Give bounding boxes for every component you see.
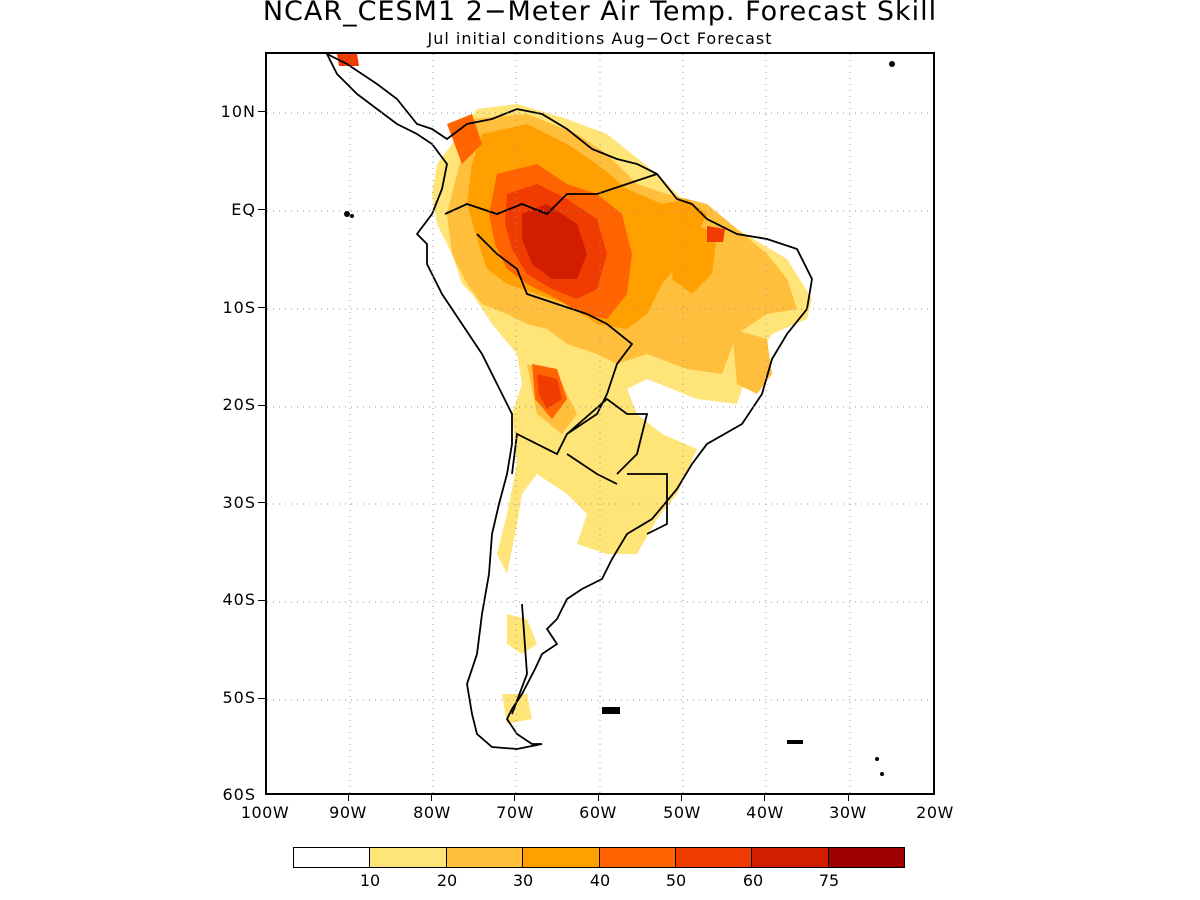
lat-label-30s: 30S [222, 493, 256, 512]
colorbar [293, 847, 905, 868]
skill-region-20-30-c [732, 329, 772, 394]
lon-label-90w: 90W [329, 803, 367, 822]
lat-tick [258, 209, 265, 210]
coastline [325, 54, 813, 750]
lon-label-30w: 30W [829, 803, 867, 822]
lat-label-40s: 40S [222, 590, 256, 609]
colorbar-label: 40 [589, 871, 611, 890]
colorbar-swatch [828, 848, 904, 867]
colorbar-swatch [523, 848, 600, 867]
lon-label-80w: 80W [413, 803, 451, 822]
lon-label-20w: 20W [916, 803, 954, 822]
map-title: NCAR_CESM1 2−Meter Air Temp. Forecast Sk… [262, 0, 938, 27]
map-subtitle: Jul initial conditions Aug−Oct Forecast [427, 29, 773, 48]
skill-shading [337, 54, 812, 724]
lat-label-50s: 50S [222, 688, 256, 707]
lat-tick [258, 698, 265, 699]
skill-region-10-20-patagonia [502, 694, 532, 724]
lat-tick [258, 502, 265, 503]
lat-tick [258, 600, 265, 601]
skill-region-50-60-b [337, 54, 359, 66]
lon-tick [348, 795, 349, 801]
skill-region-40-50-b [447, 114, 482, 164]
colorbar-swatch [599, 848, 676, 867]
lon-label-60w: 60W [579, 803, 617, 822]
colorbar-label: 50 [665, 871, 687, 890]
lat-tick [258, 111, 265, 112]
lon-label-100w: 100W [240, 803, 290, 822]
skill-region-50-60-c [707, 226, 725, 242]
lat-label-20s: 20S [222, 395, 256, 414]
lat-label-10n: 10N [220, 102, 256, 121]
skill-region-10-20-south [507, 614, 537, 654]
lat-tick [258, 307, 265, 308]
lat-label-60s: 60S [222, 785, 256, 804]
lon-tick [598, 795, 599, 801]
country-borders [444, 173, 668, 715]
lat-label-10s: 10S [222, 298, 256, 317]
lon-label-40w: 40W [746, 803, 784, 822]
skill-map [267, 54, 933, 793]
lon-label-50w: 50W [663, 803, 701, 822]
skill-region-30-40-b [672, 219, 717, 294]
lat-tick [258, 405, 265, 406]
lon-tick [764, 795, 765, 801]
colorbar-swatch [370, 848, 447, 867]
colorbar-swatch [446, 848, 524, 867]
colorbar-swatch [294, 848, 371, 867]
south-america-outline [325, 54, 813, 750]
lon-tick [514, 795, 515, 801]
colorbar-swatch [675, 848, 753, 867]
colorbar-swatch [752, 848, 829, 867]
lat-label-eq: EQ [231, 200, 256, 219]
islands [344, 61, 895, 776]
lon-tick [431, 795, 432, 801]
colorbar-label: 60 [742, 871, 764, 890]
colorbar-label: 20 [436, 871, 458, 890]
colorbar-label: 75 [818, 871, 840, 890]
graticule [267, 54, 933, 793]
skill-region-50-60-d [537, 374, 562, 409]
lon-tick [681, 795, 682, 801]
lon-tick [848, 795, 849, 801]
colorbar-label: 10 [359, 871, 381, 890]
skill-region-60-75 [522, 204, 587, 279]
lon-label-70w: 70W [496, 803, 534, 822]
colorbar-label: 30 [512, 871, 534, 890]
map-panel [265, 52, 935, 795]
